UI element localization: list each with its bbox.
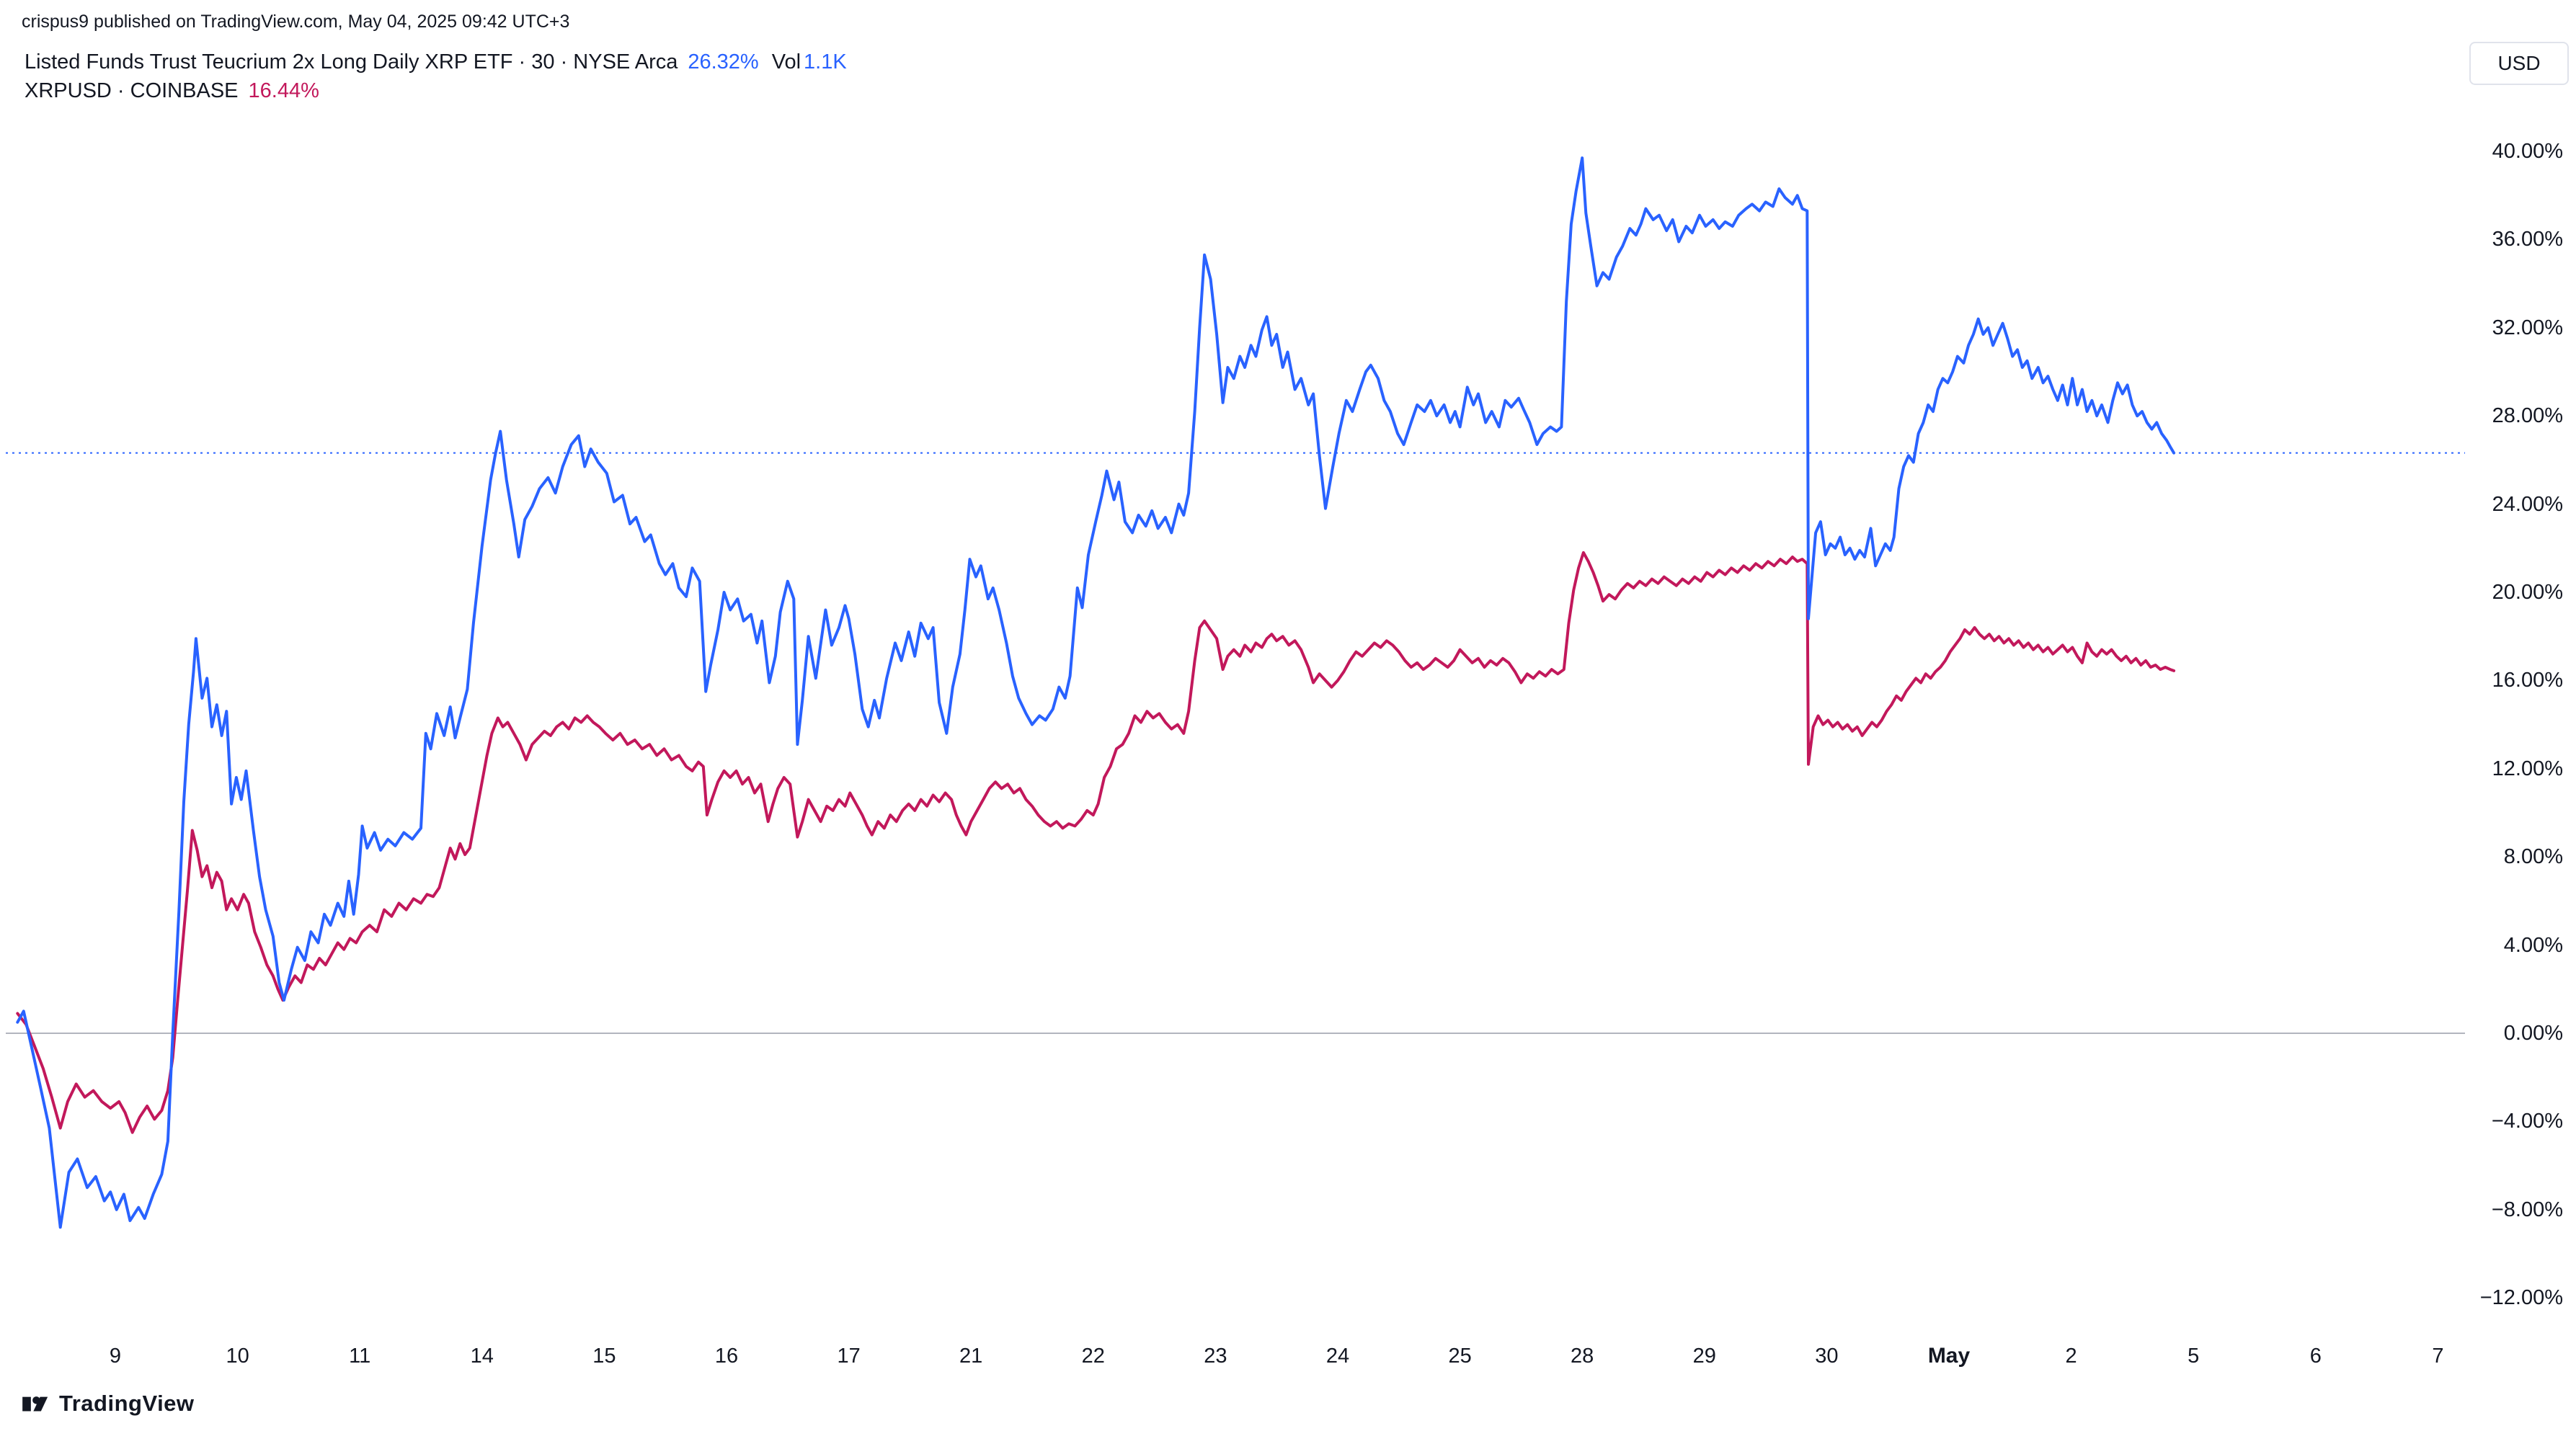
legend-row-etf[interactable]: Listed Funds Trust Teucrium 2x Long Dail… — [25, 48, 847, 76]
price-axis-label: 0.00% — [2503, 1022, 2563, 1045]
etf-symbol-title: Listed Funds Trust Teucrium 2x Long Dail… — [25, 50, 678, 73]
tradingview-logo-icon — [22, 1396, 48, 1412]
time-axis-label: 24 — [1325, 1345, 1350, 1368]
xrpusd-symbol-title: XRPUSD · COINBASE — [25, 79, 239, 102]
time-axis-label: 28 — [1571, 1345, 1594, 1368]
time-axis-label: 17 — [837, 1345, 861, 1368]
time-axis-label: 30 — [1815, 1345, 1839, 1368]
price-axis-label: −12.00% — [2479, 1286, 2563, 1310]
time-axis-label: May — [1927, 1344, 1971, 1368]
tradingview-logo-text: TradingView — [59, 1391, 195, 1416]
time-axis-label: 10 — [226, 1345, 249, 1368]
price-axis-label: −4.00% — [2491, 1110, 2563, 1133]
price-axis-label: 32.00% — [2492, 316, 2563, 339]
etf-series-line — [16, 156, 2176, 1229]
legend-row-xrpusd[interactable]: XRPUSD · COINBASE 16.44% — [25, 76, 847, 105]
legend: Listed Funds Trust Teucrium 2x Long Dail… — [25, 48, 847, 105]
price-axis-label: 36.00% — [2492, 228, 2563, 251]
time-axis-label: 11 — [349, 1345, 371, 1368]
price-axis-label: 40.00% — [2492, 140, 2563, 163]
time-axis-label: 7 — [2432, 1345, 2444, 1368]
time-axis-label: 5 — [2188, 1345, 2200, 1368]
xrpusd-change-value: 16.44% — [248, 79, 319, 102]
time-axis-label: 15 — [592, 1345, 616, 1368]
volume-label: Vol — [771, 50, 801, 73]
time-axis-label: 9 — [109, 1345, 122, 1368]
volume-value: 1.1K — [804, 50, 847, 73]
currency-toggle-button[interactable]: USD — [2469, 42, 2569, 85]
xrpusd-series-line — [16, 550, 2176, 1134]
time-axis-label: 29 — [1692, 1345, 1716, 1368]
time-axis-label: 2 — [2065, 1345, 2077, 1368]
price-axis-label: 16.00% — [2492, 669, 2563, 692]
publish-credit: crispus9 published on TradingView.com, M… — [22, 12, 570, 32]
price-axis-label: 8.00% — [2503, 845, 2563, 869]
time-axis-label: 16 — [714, 1345, 739, 1368]
price-axis-label: 12.00% — [2492, 757, 2563, 780]
price-axis-label: 4.00% — [2503, 933, 2563, 957]
time-axis-label: 22 — [1081, 1345, 1105, 1368]
price-axis-label: −8.00% — [2491, 1198, 2563, 1221]
time-axis-label: 21 — [959, 1345, 983, 1368]
time-axis-label: 6 — [2309, 1345, 2322, 1368]
time-axis-label: 23 — [1204, 1345, 1227, 1368]
price-axis-label: 28.00% — [2492, 404, 2563, 428]
time-axis-label: 25 — [1448, 1345, 1472, 1368]
tradingview-logo[interactable]: TradingView — [22, 1391, 195, 1417]
price-axis-label: 24.00% — [2492, 492, 2563, 516]
etf-change-value: 26.32% — [688, 50, 759, 73]
time-axis-label: 14 — [470, 1345, 494, 1368]
price-axis-label: 20.00% — [2492, 581, 2563, 604]
